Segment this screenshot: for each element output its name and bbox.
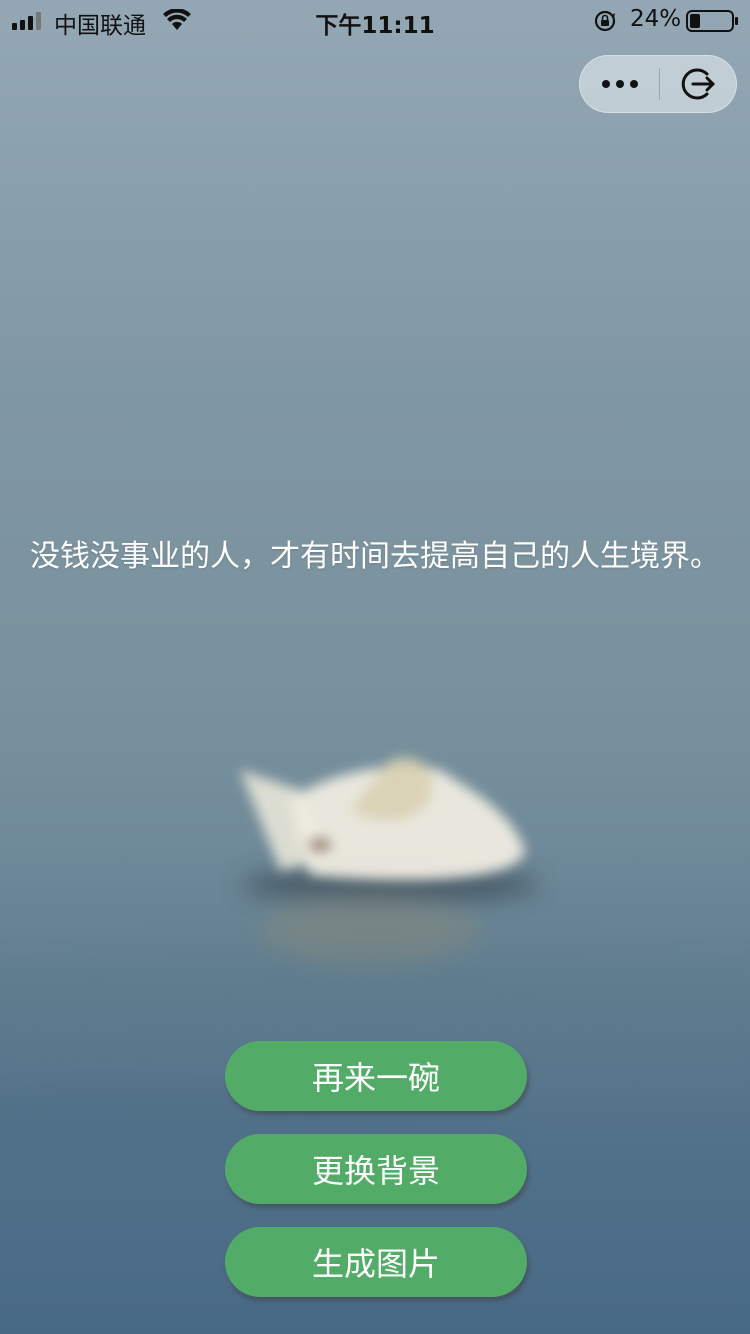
more-button[interactable]: [580, 56, 659, 112]
quote-text: 没钱没事业的人，才有时间去提高自己的人生境界。: [30, 539, 720, 574]
generate-image-button[interactable]: 生成图片: [225, 1227, 527, 1297]
battery-icon: [686, 10, 738, 32]
status-time: 下午11:11: [315, 13, 435, 39]
change-background-button[interactable]: 更换背景: [225, 1134, 527, 1204]
status-bar: 中国联通 下午11:11 24%: [0, 0, 750, 40]
again-button[interactable]: 再来一碗: [225, 1041, 527, 1111]
battery-percent: 24%: [630, 6, 682, 32]
rotation-lock-icon: [594, 10, 616, 32]
carrier-name: 中国联通: [54, 13, 146, 39]
more-dots-icon: [599, 80, 641, 88]
exit-icon: [681, 68, 714, 100]
capsule-divider: [659, 68, 660, 100]
exit-button[interactable]: [660, 56, 737, 112]
miniprogram-capsule: [579, 55, 737, 113]
wifi-icon: [163, 9, 191, 30]
cellular-signal-icon: [12, 12, 41, 30]
